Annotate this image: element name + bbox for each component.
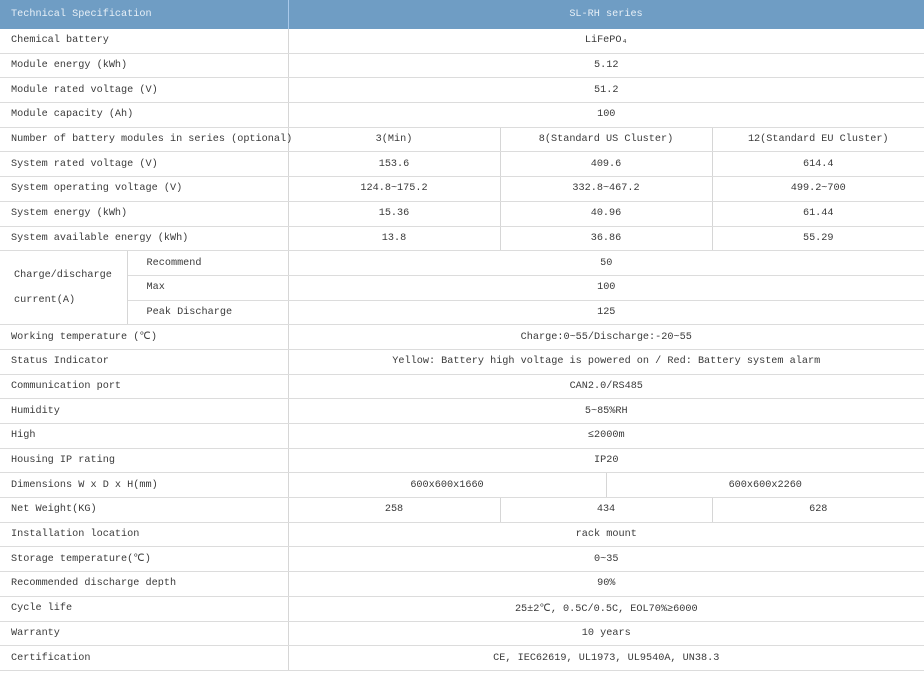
row-value: 25±2℃, 0.5C/0.5C, EOL70%≥6000 bbox=[288, 596, 924, 622]
row-value: 3(Min) bbox=[288, 127, 501, 153]
table-row: System operating voltage (V) 124.8~175.2 3… bbox=[0, 176, 924, 202]
row-value: 50 bbox=[288, 250, 924, 276]
row-value: 13.8 bbox=[288, 226, 501, 252]
row-value: 15.36 bbox=[288, 201, 501, 227]
row-label: System rated voltage (V) bbox=[0, 151, 289, 178]
row-value: CE, IEC62619, UL1973, UL9540A, UN38.3 bbox=[288, 645, 924, 671]
row-label: System available energy (kWh) bbox=[0, 226, 289, 252]
row-label: Certification bbox=[0, 645, 289, 671]
header-spec-label: Technical Specification bbox=[0, 0, 289, 29]
row-value: 614.4 bbox=[712, 151, 924, 178]
row-label: Net Weight(KG) bbox=[0, 497, 289, 523]
table-row: Cycle life 25±2℃, 0.5C/0.5C, EOL70%≥6000 bbox=[0, 596, 924, 622]
row-value: Yellow: Battery high voltage is powered … bbox=[288, 349, 924, 375]
row-value: 258 bbox=[288, 497, 501, 523]
table-row: Humidity 5~85%RH bbox=[0, 398, 924, 424]
row-value: 125 bbox=[288, 300, 924, 326]
row-value: 90% bbox=[288, 571, 924, 597]
table-row: Storage temperature(℃) 0~35 bbox=[0, 546, 924, 573]
table-row: Working temperature (℃) Charge:0~55/Disch… bbox=[0, 324, 924, 350]
row-label: Humidity bbox=[0, 398, 289, 424]
row-label: System operating voltage (V) bbox=[0, 176, 289, 202]
row-value: LiFePO₄ bbox=[288, 29, 924, 54]
row-label: Status Indicator bbox=[0, 349, 289, 375]
row-sublabel: Recommend bbox=[127, 250, 289, 276]
row-value: 5~85%RH bbox=[288, 398, 924, 424]
table-row: Module energy (kWh) 5.12 bbox=[0, 53, 924, 79]
row-label: Warranty bbox=[0, 621, 289, 647]
row-label: Number of battery modules in series (opt… bbox=[0, 127, 292, 153]
row-value: 124.8~175.2 bbox=[288, 176, 501, 202]
row-label: Module capacity (Ah) bbox=[0, 102, 289, 128]
table-row: Dimensions W x D x H(mm) 600x600x1660 600x… bbox=[0, 472, 924, 499]
table-row: Installation location rack mount bbox=[0, 522, 924, 548]
row-value: 10 years bbox=[288, 621, 924, 647]
row-label: Module rated voltage (V) bbox=[0, 77, 289, 104]
row-value: 36.86 bbox=[500, 226, 713, 252]
row-value: 332.8~467.2 bbox=[500, 176, 713, 202]
row-value: 409.6 bbox=[500, 151, 713, 178]
header-series: SL-RH series bbox=[288, 0, 924, 29]
table-row: Chemical battery LiFePO₄ bbox=[0, 29, 924, 54]
row-value: 153.6 bbox=[288, 151, 501, 178]
row-value: 55.29 bbox=[712, 226, 924, 252]
row-value: IP20 bbox=[288, 448, 924, 474]
row-value: ≤2000m bbox=[288, 423, 924, 449]
table-row: Status Indicator Yellow: Battery high vol… bbox=[0, 349, 924, 375]
row-value: 600x600x2260 bbox=[606, 472, 924, 499]
table-row: Max 100 bbox=[0, 275, 924, 301]
row-value: CAN2.0/RS485 bbox=[288, 374, 924, 400]
row-label: Chemical battery bbox=[0, 29, 289, 54]
table-row: Recommended discharge depth 90% bbox=[0, 571, 924, 597]
spec-body: Chemical battery LiFePO₄ Module energy (kW… bbox=[0, 29, 924, 671]
row-label: High bbox=[0, 423, 289, 449]
row-value: 499.2~700 bbox=[712, 176, 924, 202]
table-row: System energy (kWh) 15.36 40.96 61.44 bbox=[0, 201, 924, 227]
table-row: Communication port CAN2.0/RS485 bbox=[0, 374, 924, 400]
row-label: Installation location bbox=[0, 522, 289, 548]
row-value: 100 bbox=[288, 102, 924, 128]
row-value: 40.96 bbox=[500, 201, 713, 227]
row-value: 12(Standard EU Cluster) bbox=[712, 127, 924, 153]
row-label: Communication port bbox=[0, 374, 289, 400]
row-label: Dimensions W x D x H(mm) bbox=[0, 472, 289, 499]
table-row: Housing IP rating IP20 bbox=[0, 448, 924, 474]
table-row: Number of battery modules in series (opt… bbox=[0, 127, 924, 153]
row-label: Cycle life bbox=[0, 596, 289, 622]
table-row: High ≤2000m bbox=[0, 423, 924, 449]
table-row: Module capacity (Ah) 100 bbox=[0, 102, 924, 128]
row-label: Module energy (kWh) bbox=[0, 53, 289, 79]
table-row: Net Weight(KG) 258 434 628 bbox=[0, 497, 924, 523]
row-label: System energy (kWh) bbox=[0, 201, 289, 227]
row-label: Working temperature (℃) bbox=[0, 324, 289, 350]
row-label: Storage temperature(℃) bbox=[0, 546, 289, 573]
row-value: 100 bbox=[288, 275, 924, 301]
table-row: System available energy (kWh) 13.8 36.86 55… bbox=[0, 226, 924, 252]
row-sublabel: Peak Discharge bbox=[127, 300, 289, 326]
row-value: 5.12 bbox=[288, 53, 924, 79]
row-group-label: Charge/discharge current(A) bbox=[0, 250, 128, 326]
row-sublabel: Max bbox=[127, 275, 289, 301]
table-row: Module rated voltage (V) 51.2 bbox=[0, 77, 924, 104]
row-value: 434 bbox=[500, 497, 713, 523]
row-value: 51.2 bbox=[288, 77, 924, 104]
table-row: Warranty 10 years bbox=[0, 621, 924, 647]
table-row: Certification CE, IEC62619, UL1973, UL954… bbox=[0, 645, 924, 671]
row-value: 600x600x1660 bbox=[288, 472, 607, 499]
row-label: Recommended discharge depth bbox=[0, 571, 289, 597]
table-row: Charge/discharge current(A) Recommend 50 bbox=[0, 250, 924, 326]
header-row: Technical Specification SL-RH series bbox=[0, 0, 924, 29]
row-value: 8(Standard US Cluster) bbox=[500, 127, 713, 153]
row-value: rack mount bbox=[288, 522, 924, 548]
row-value: Charge:0~55/Discharge:-20~55 bbox=[288, 324, 924, 350]
table-row: System rated voltage (V) 153.6 409.6 614.4 bbox=[0, 151, 924, 178]
row-value: 628 bbox=[712, 497, 924, 523]
table-row: Peak Discharge 125 bbox=[0, 300, 924, 326]
row-value: 0~35 bbox=[288, 546, 924, 573]
row-value: 61.44 bbox=[712, 201, 924, 227]
row-label: Housing IP rating bbox=[0, 448, 289, 474]
